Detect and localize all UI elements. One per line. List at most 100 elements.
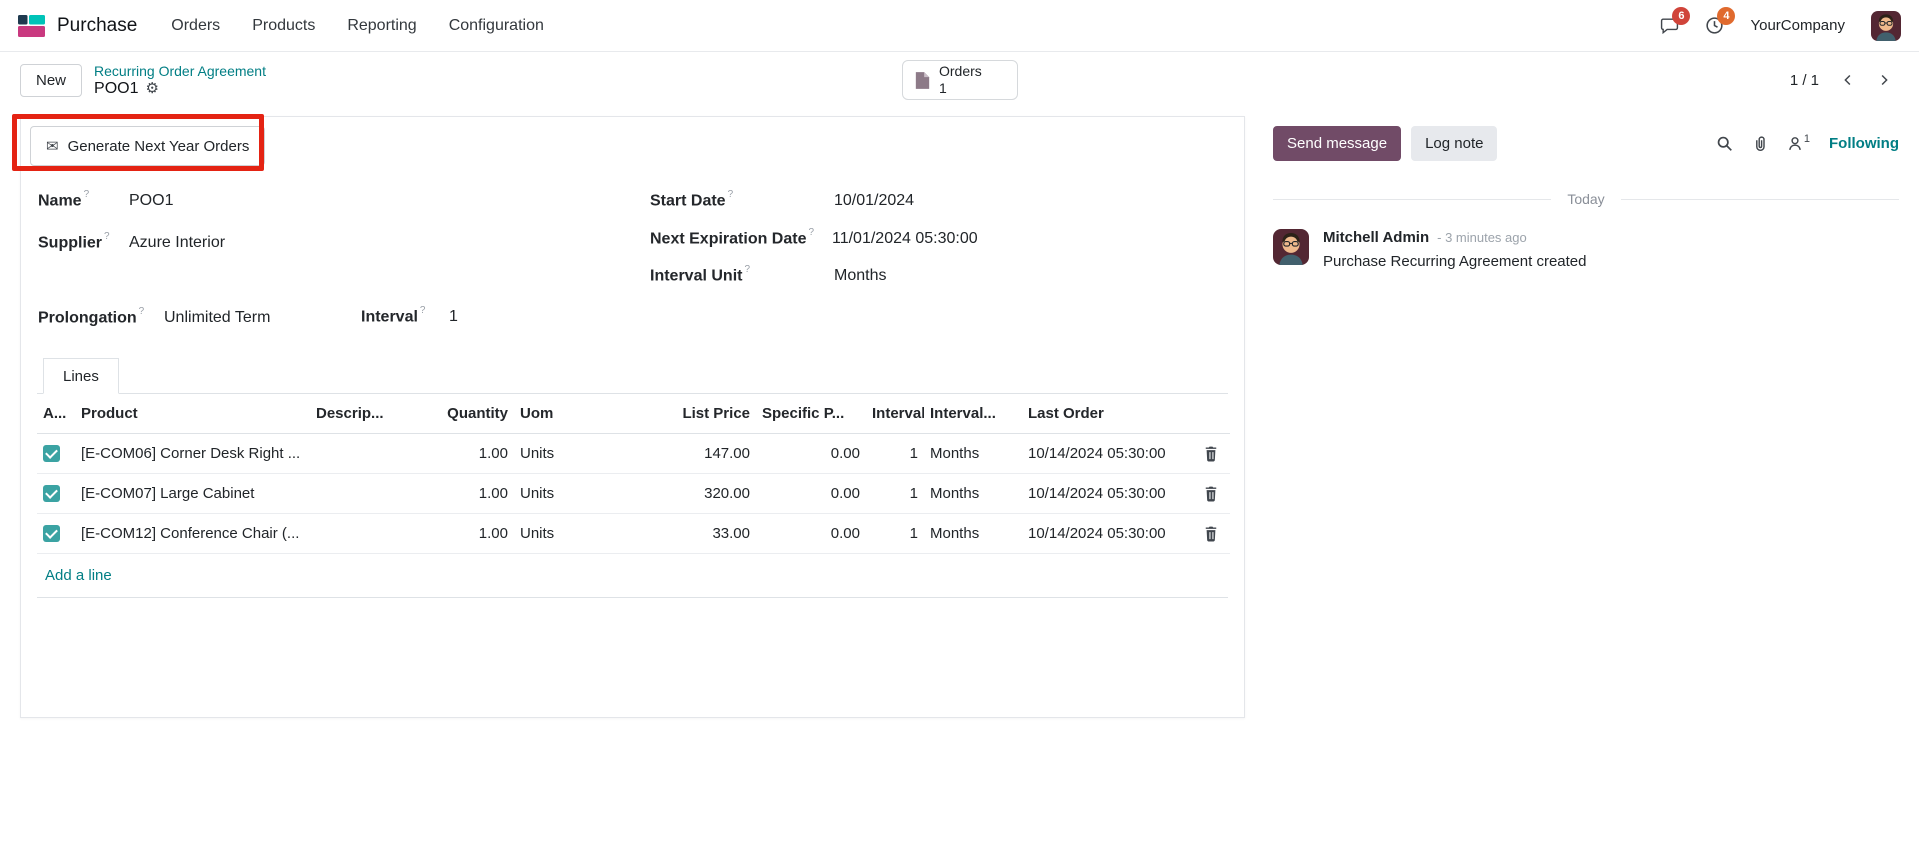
table-row[interactable]: [E-COM06] Corner Desk Right ... 1.00 Uni… bbox=[37, 433, 1230, 475]
cell-uom[interactable]: Units bbox=[514, 433, 624, 475]
cell-uom[interactable]: Units bbox=[514, 473, 624, 515]
field-interval-value[interactable]: 1 bbox=[449, 308, 458, 326]
column-header-product[interactable]: Product bbox=[75, 394, 310, 434]
cell-specific-price[interactable]: 0.00 bbox=[756, 473, 866, 515]
breadcrumb-parent-link[interactable]: Recurring Order Agreement bbox=[94, 62, 266, 79]
control-panel: New Recurring Order Agreement POO1 ⚙ Ord… bbox=[0, 52, 1919, 108]
trash-icon[interactable] bbox=[1204, 446, 1218, 462]
activities-button[interactable]: 4 bbox=[1705, 7, 1736, 35]
cell-product[interactable]: [E-COM07] Large Cabinet bbox=[75, 473, 310, 515]
orders-smart-button[interactable]: Orders 1 bbox=[902, 60, 1018, 100]
activities-badge: 4 bbox=[1717, 7, 1736, 25]
pager-next-button[interactable] bbox=[1869, 65, 1899, 95]
cell-interval-unit[interactable]: Months bbox=[924, 513, 1022, 555]
cell-interval[interactable]: 1 bbox=[866, 433, 924, 475]
column-header-delete bbox=[1192, 394, 1230, 434]
column-header-uom[interactable]: Uom bbox=[514, 394, 624, 434]
followers-button[interactable]: 1 bbox=[1787, 133, 1810, 152]
cell-specific-price[interactable]: 0.00 bbox=[756, 433, 866, 475]
cell-product[interactable]: [E-COM12] Conference Chair (... bbox=[75, 513, 310, 555]
field-interval-unit-value[interactable]: Months bbox=[834, 267, 887, 285]
cell-last-order[interactable]: 10/14/2024 05:30:00 bbox=[1022, 473, 1192, 515]
cell-last-order[interactable]: 10/14/2024 05:30:00 bbox=[1022, 513, 1192, 555]
column-header-interval-unit[interactable]: Interval... bbox=[924, 394, 1022, 434]
cell-list-price[interactable]: 33.00 bbox=[624, 513, 756, 555]
gear-icon[interactable]: ⚙ bbox=[145, 79, 159, 97]
cell-interval[interactable]: 1 bbox=[866, 513, 924, 555]
cell-quantity[interactable]: 1.00 bbox=[422, 513, 514, 555]
log-note-button[interactable]: Log note bbox=[1411, 126, 1498, 161]
send-message-button[interactable]: Send message bbox=[1273, 126, 1402, 161]
follower-person-icon bbox=[1788, 137, 1801, 151]
cell-quantity[interactable]: 1.00 bbox=[422, 433, 514, 475]
menu-orders[interactable]: Orders bbox=[171, 16, 221, 34]
search-messages-button[interactable] bbox=[1716, 135, 1733, 152]
chatter-message: Mitchell Admin - 3 minutes ago Purchase … bbox=[1273, 229, 1899, 270]
envelope-icon: ✉ bbox=[46, 136, 59, 155]
messages-button[interactable]: 6 bbox=[1660, 7, 1691, 35]
apps-menu-icon[interactable] bbox=[18, 14, 45, 37]
cell-list-price[interactable]: 147.00 bbox=[624, 433, 756, 475]
field-next-expiration-value[interactable]: 11/01/2024 05:30:00 bbox=[832, 230, 978, 248]
following-button[interactable]: Following bbox=[1829, 135, 1899, 152]
message-avatar[interactable] bbox=[1273, 229, 1309, 265]
breadcrumb-current: POO1 ⚙ bbox=[94, 80, 266, 98]
table-row[interactable]: [E-COM07] Large Cabinet 1.00 Units 320.0… bbox=[37, 473, 1230, 515]
column-header-interval[interactable]: Interval bbox=[866, 394, 924, 434]
cell-delete bbox=[1192, 513, 1230, 555]
table-row[interactable]: [E-COM12] Conference Chair (... 1.00 Uni… bbox=[37, 513, 1230, 555]
active-checkbox[interactable] bbox=[43, 445, 60, 463]
cell-interval[interactable]: 1 bbox=[866, 473, 924, 515]
cell-interval-unit[interactable]: Months bbox=[924, 473, 1022, 515]
generate-next-year-orders-button[interactable]: ✉ Generate Next Year Orders bbox=[30, 126, 266, 166]
column-header-active[interactable]: A... bbox=[37, 394, 75, 434]
active-checkbox[interactable] bbox=[43, 485, 60, 503]
tab-lines[interactable]: Lines bbox=[43, 358, 119, 394]
cell-specific-price[interactable]: 0.00 bbox=[756, 513, 866, 555]
app-name[interactable]: Purchase bbox=[57, 14, 138, 36]
message-author[interactable]: Mitchell Admin bbox=[1323, 229, 1430, 246]
cell-description[interactable] bbox=[310, 473, 422, 515]
field-start-date-value[interactable]: 10/01/2024 bbox=[834, 192, 915, 210]
column-header-specific-price[interactable]: Specific P... bbox=[756, 394, 866, 434]
top-navbar: Purchase Orders Products Reporting Confi… bbox=[0, 0, 1919, 52]
menu-products[interactable]: Products bbox=[252, 16, 316, 34]
field-next-expiration-label: Next Expiration Date bbox=[650, 230, 807, 248]
cell-quantity[interactable]: 1.00 bbox=[422, 473, 514, 515]
field-name-value[interactable]: POO1 bbox=[129, 192, 174, 210]
column-header-quantity[interactable]: Quantity bbox=[422, 394, 514, 434]
trash-icon[interactable] bbox=[1204, 526, 1218, 542]
field-name-label: Name bbox=[38, 192, 82, 210]
field-interval: Interval? 1 bbox=[361, 305, 458, 326]
cell-list-price[interactable]: 320.00 bbox=[624, 473, 756, 515]
cell-active bbox=[37, 513, 75, 555]
column-header-description[interactable]: Descrip... bbox=[310, 394, 422, 434]
help-marker: ? bbox=[808, 227, 815, 238]
pager-previous-button[interactable] bbox=[1833, 65, 1863, 95]
new-button[interactable]: New bbox=[20, 63, 83, 97]
main-menu: Orders Products Reporting Configuration bbox=[171, 17, 544, 35]
field-prolongation-value[interactable]: Unlimited Term bbox=[164, 309, 271, 327]
field-supplier-value[interactable]: Azure Interior bbox=[129, 234, 226, 252]
column-header-list-price[interactable]: List Price bbox=[624, 394, 756, 434]
menu-configuration[interactable]: Configuration bbox=[448, 16, 544, 34]
attachments-button[interactable] bbox=[1752, 135, 1768, 152]
cell-product[interactable]: [E-COM06] Corner Desk Right ... bbox=[75, 433, 310, 475]
trash-icon[interactable] bbox=[1204, 486, 1218, 502]
cell-interval-unit[interactable]: Months bbox=[924, 433, 1022, 475]
cell-uom[interactable]: Units bbox=[514, 513, 624, 555]
field-next-expiration-date: Next Expiration Date? 11/01/2024 05:30:0… bbox=[650, 227, 978, 248]
smart-button-label: Orders bbox=[939, 62, 982, 79]
pager-value: 1 / 1 bbox=[1789, 71, 1819, 89]
cell-description[interactable] bbox=[310, 513, 422, 555]
column-header-last-order[interactable]: Last Order bbox=[1022, 394, 1192, 434]
active-checkbox[interactable] bbox=[43, 525, 60, 543]
cell-description[interactable] bbox=[310, 433, 422, 475]
cell-last-order[interactable]: 10/14/2024 05:30:00 bbox=[1022, 433, 1192, 475]
company-name[interactable]: YourCompany bbox=[1750, 17, 1845, 34]
menu-reporting[interactable]: Reporting bbox=[347, 16, 417, 34]
field-prolongation: Prolongation? Unlimited Term bbox=[38, 306, 271, 327]
add-a-line-link[interactable]: Add a line bbox=[37, 554, 1228, 599]
user-avatar[interactable] bbox=[1871, 11, 1901, 41]
form-view: ✉ Generate Next Year Orders Name? POO1 S… bbox=[0, 108, 1265, 863]
